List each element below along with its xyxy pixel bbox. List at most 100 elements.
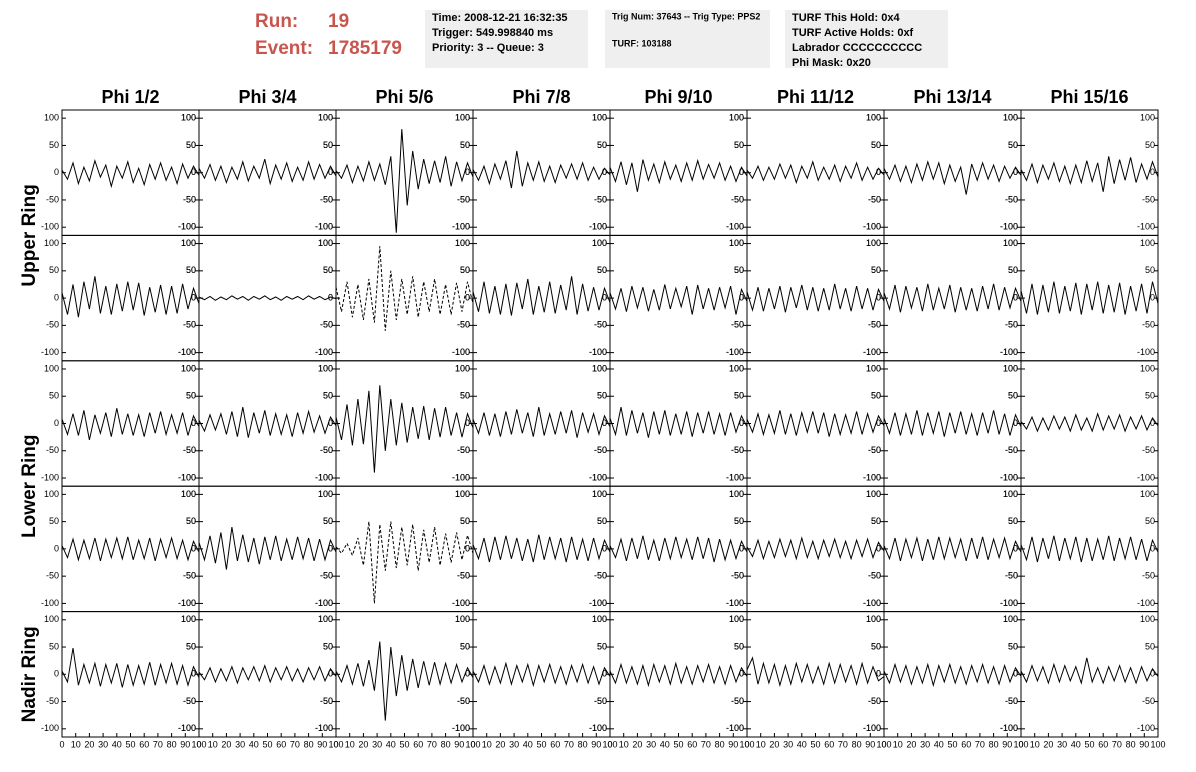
y-tick-label: 0	[54, 543, 59, 553]
y-tick-label: -100	[863, 723, 881, 733]
x-tick-label: 100	[328, 739, 343, 749]
x-tick-label: 90	[591, 739, 601, 749]
y-tick-label: -100	[178, 723, 196, 733]
x-tick-label: 0	[333, 739, 338, 749]
run-number: 19	[328, 11, 349, 32]
y-tick-label: 0	[1150, 669, 1155, 679]
x-tick-label: 60	[139, 739, 149, 749]
y-tick-label: 0	[739, 669, 744, 679]
y-tick-label: -50	[868, 696, 881, 706]
y-tick-label: -50	[46, 445, 59, 455]
y-tick-label: 0	[328, 418, 333, 428]
y-tick-label: -50	[1142, 194, 1155, 204]
x-tick-label: 70	[290, 739, 300, 749]
y-tick-label: -100	[452, 347, 470, 357]
y-tick-label: 50	[1008, 265, 1018, 275]
y-tick-label: 50	[871, 391, 881, 401]
y-tick-label: -100	[178, 222, 196, 232]
x-tick-label: 90	[1002, 739, 1012, 749]
y-tick-label: -100	[589, 723, 607, 733]
y-tick-label: -50	[183, 320, 196, 330]
waveform	[746, 536, 885, 561]
y-tick-label: -100	[589, 347, 607, 357]
y-tick-label: 50	[1008, 140, 1018, 150]
info-box	[425, 10, 588, 68]
y-tick-label: 100	[866, 363, 881, 373]
y-tick-label: 0	[739, 418, 744, 428]
y-tick-label: 0	[191, 418, 196, 428]
y-tick-label: 50	[1008, 140, 1018, 150]
y-tick-label: 100	[318, 113, 333, 123]
y-tick-label: 0	[1013, 167, 1018, 177]
y-tick-label: -100	[452, 472, 470, 482]
y-tick-label: 100	[455, 489, 470, 499]
y-tick-label: 50	[1145, 641, 1155, 651]
y-tick-label: -100	[315, 472, 333, 482]
x-tick-label: 50	[262, 739, 272, 749]
y-tick-label: -50	[457, 320, 470, 330]
y-tick-label: 100	[866, 489, 881, 499]
y-tick-label: -100	[863, 347, 881, 357]
x-tick-label: 30	[783, 739, 793, 749]
waveform	[609, 407, 748, 438]
y-tick-label: -100	[1000, 472, 1018, 482]
y-tick-label: 100	[866, 614, 881, 624]
y-tick-label: 50	[1145, 391, 1155, 401]
y-tick-label: 50	[597, 265, 607, 275]
y-tick-label: -100	[41, 598, 59, 608]
y-tick-label: 0	[602, 543, 607, 553]
y-tick-label: -50	[46, 194, 59, 204]
y-tick-label: 0	[328, 543, 333, 553]
y-tick-label: 100	[729, 238, 744, 248]
x-tick-label: 100	[739, 739, 754, 749]
y-tick-label: -50	[183, 194, 196, 204]
y-tick-label: -50	[320, 320, 333, 330]
y-tick-label: -100	[178, 598, 196, 608]
y-tick-label: 0	[465, 292, 470, 302]
y-tick-label: -50	[457, 194, 470, 204]
waveform	[472, 150, 611, 189]
y-tick-label: -50	[731, 696, 744, 706]
y-tick-label: -50	[1005, 571, 1018, 581]
x-tick-label: 30	[372, 739, 382, 749]
y-tick-label: -100	[41, 222, 59, 232]
y-tick-label: 100	[592, 363, 607, 373]
waveform	[472, 407, 611, 438]
y-tick-label: 0	[465, 418, 470, 428]
y-tick-label: 50	[186, 265, 196, 275]
y-tick-label: 0	[465, 543, 470, 553]
y-tick-label: -50	[731, 696, 744, 706]
y-tick-label: 50	[871, 641, 881, 651]
waveform	[609, 661, 748, 688]
y-tick-label: -100	[589, 472, 607, 482]
y-tick-label: 0	[602, 543, 607, 553]
x-tick-label: 80	[989, 739, 999, 749]
y-tick-label: 50	[186, 265, 196, 275]
y-tick-label: 0	[54, 292, 59, 302]
info-line: TURF This Hold: 0x4	[792, 12, 900, 24]
y-tick-label: -100	[1000, 723, 1018, 733]
y-tick-label: -50	[1005, 320, 1018, 330]
y-tick-label: -50	[1142, 445, 1155, 455]
y-tick-label: 100	[1003, 614, 1018, 624]
y-tick-label: 100	[729, 489, 744, 499]
y-tick-label: 100	[592, 113, 607, 123]
x-tick-label: 90	[454, 739, 464, 749]
y-tick-label: 50	[186, 140, 196, 150]
x-tick-label: 30	[98, 739, 108, 749]
x-tick-label: 90	[180, 739, 190, 749]
y-tick-label: 100	[1140, 614, 1155, 624]
y-tick-label: 0	[602, 292, 607, 302]
y-tick-label: -50	[320, 445, 333, 455]
y-tick-label: 0	[876, 418, 881, 428]
y-tick-label: 100	[1003, 113, 1018, 123]
y-tick-label: -100	[726, 598, 744, 608]
y-tick-label: 0	[876, 669, 881, 679]
x-tick-label: 0	[881, 739, 886, 749]
y-tick-label: 50	[1008, 516, 1018, 526]
y-tick-label: 100	[455, 489, 470, 499]
y-tick-label: -100	[315, 723, 333, 733]
y-tick-label: 50	[49, 391, 59, 401]
y-tick-label: -50	[1142, 320, 1155, 330]
waveform	[472, 661, 611, 688]
